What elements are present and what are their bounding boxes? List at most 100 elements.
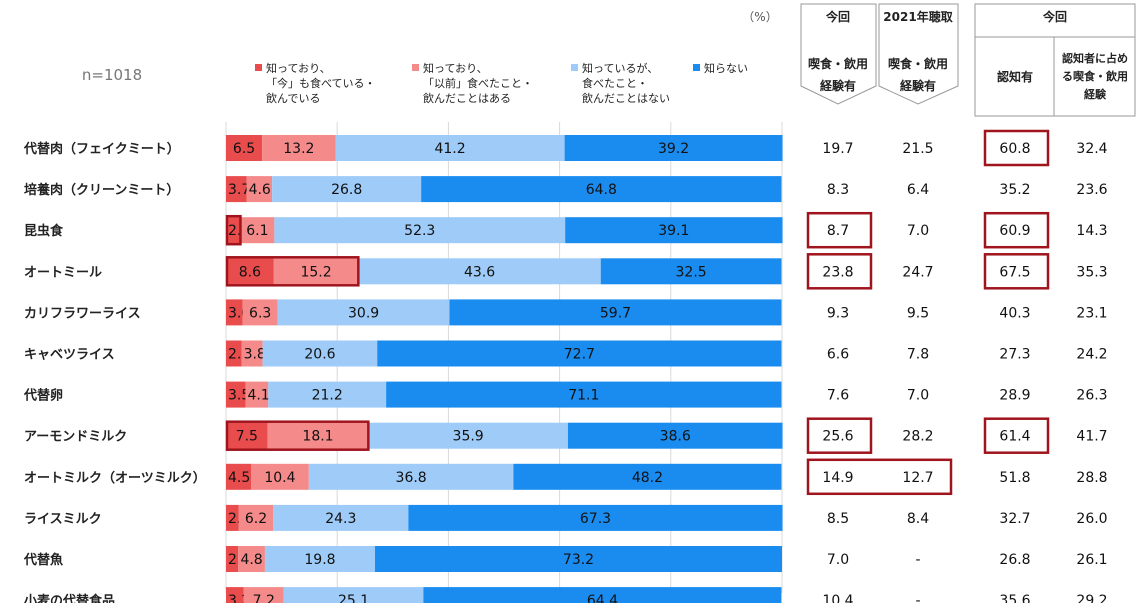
table-cell: 14.3 <box>1076 223 1107 239</box>
bar-segment <box>308 463 514 490</box>
legend-label-s2: 飲んだことはある <box>423 91 511 105</box>
cell-highlight-box <box>806 458 953 496</box>
bar-value-label: 25.1 <box>338 593 369 603</box>
legend-swatch-s2 <box>412 64 419 71</box>
table-cell: 10.4 <box>822 593 853 603</box>
cell-highlight-box <box>806 417 873 454</box>
bar-segment <box>226 299 243 326</box>
bar-segment <box>226 258 274 285</box>
header-col2-line: 経験有 <box>900 78 936 93</box>
bar-segment <box>226 340 242 367</box>
legend-swatch-s4 <box>693 64 700 71</box>
bar-value-label: 48.2 <box>632 470 663 486</box>
bar-value-label: 21.2 <box>312 388 343 404</box>
bar-segment <box>241 340 263 367</box>
cell-highlight-box <box>983 417 1050 454</box>
table-cell: 35.3 <box>1076 264 1107 280</box>
bar-segment <box>226 504 239 531</box>
header-col1-line: 経験有 <box>820 78 856 93</box>
header-col4-line: 認知者に占め <box>1062 51 1128 65</box>
bar-value-label: 19.8 <box>304 552 335 568</box>
bar-segment <box>246 176 273 203</box>
bar-value-label: 8.6 <box>239 264 261 280</box>
table-cell: 8.3 <box>827 182 849 198</box>
bar-segment <box>245 381 269 408</box>
category-label: オートミール <box>24 265 102 280</box>
bar-value-label: 3.8 <box>244 347 266 363</box>
table-cell: 67.5 <box>999 264 1030 280</box>
bar-value-label: 13.2 <box>283 141 314 157</box>
header-box-2021 <box>878 3 959 105</box>
bar-highlight-box <box>225 256 360 287</box>
category-label: キャベツライス <box>24 348 115 363</box>
header-col3-line: 認知有 <box>997 69 1033 84</box>
bar-segment <box>238 546 265 572</box>
header-col4-line: 経験 <box>1084 87 1107 101</box>
legend-swatch-s3 <box>571 64 578 71</box>
bar-segment <box>277 299 450 326</box>
legend-swatch-s1 <box>255 64 262 71</box>
header-right-top: 今回 <box>1042 9 1067 24</box>
bar-highlight-box <box>225 420 370 451</box>
header-col1-top: 今回 <box>825 9 850 24</box>
bar-segment <box>242 299 278 326</box>
bar-value-label: 7.2 <box>253 593 275 603</box>
bar-value-label: 24.3 <box>325 511 356 527</box>
table-cell: 24.2 <box>1076 347 1107 363</box>
bar-segment <box>421 176 782 203</box>
bar-segment <box>226 381 246 408</box>
bar-segment <box>243 587 284 603</box>
bar-value-label: 3.5 <box>228 388 250 404</box>
bar-segment <box>564 135 783 161</box>
bar-value-label: 59.7 <box>600 305 631 321</box>
bar-segment <box>264 546 376 572</box>
header-col4-line: る喫食・飲用 <box>1062 69 1128 83</box>
table-cell: - <box>915 552 920 568</box>
table-cell: 25.6 <box>822 429 853 445</box>
bar-value-label: 6.5 <box>233 141 255 157</box>
table-cell: 29.2 <box>1076 593 1107 603</box>
table-cell: 28.8 <box>1076 470 1107 486</box>
legend-label-s3: 食べたこと・ <box>582 76 648 90</box>
table-cell: 26.1 <box>1076 552 1107 568</box>
table-cell: 9.5 <box>907 305 929 321</box>
bar-value-label: 4.1 <box>247 388 269 404</box>
table-cell: 26.8 <box>999 552 1030 568</box>
bar-segment <box>240 217 275 244</box>
bar-value-label: 18.1 <box>302 429 333 445</box>
bar-segment <box>262 135 336 161</box>
bar-value-label: 41.2 <box>434 141 465 157</box>
table-cell: 6.6 <box>827 347 849 363</box>
bar-segment <box>449 299 782 326</box>
table-cell: 8.7 <box>827 223 849 239</box>
bar-value-label: 6.3 <box>249 305 271 321</box>
cell-highlight-box <box>983 253 1050 290</box>
category-label: 代替肉（フェイクミート） <box>23 141 180 157</box>
table-cell: 41.7 <box>1076 429 1107 445</box>
table-cell: 7.0 <box>907 223 929 239</box>
bar-value-label: 3.7 <box>228 182 250 198</box>
legend-label-s3: 知っているが、 <box>582 61 658 75</box>
category-label: 代替卵 <box>23 388 63 404</box>
legend-label-s1: 「今」も食べている・ <box>266 76 376 90</box>
bar-value-label: 7.5 <box>236 429 258 445</box>
table-cell: 27.3 <box>999 347 1030 363</box>
bar-segment <box>513 463 782 490</box>
header-col2-line: 喫食・飲用 <box>888 56 948 71</box>
legend-label-s3: 飲んだことはない <box>582 91 670 105</box>
cell-highlight-box <box>983 211 1050 249</box>
category-label: 代替魚 <box>23 552 63 568</box>
bar-segment <box>408 504 783 531</box>
bar-value-label: 6.1 <box>246 223 268 239</box>
table-cell: 7.6 <box>827 388 849 404</box>
bar-value-label: 15.2 <box>300 264 331 280</box>
bar-segment <box>273 258 359 285</box>
bar-value-label: 39.2 <box>658 141 689 157</box>
bar-segment <box>267 422 369 449</box>
table-cell: 9.3 <box>827 305 849 321</box>
bar-value-label: 4.8 <box>240 552 262 568</box>
bar-segment <box>226 587 244 603</box>
bar-segment <box>251 463 309 490</box>
table-cell: 26.0 <box>1076 511 1107 527</box>
bar-segment <box>226 176 247 203</box>
